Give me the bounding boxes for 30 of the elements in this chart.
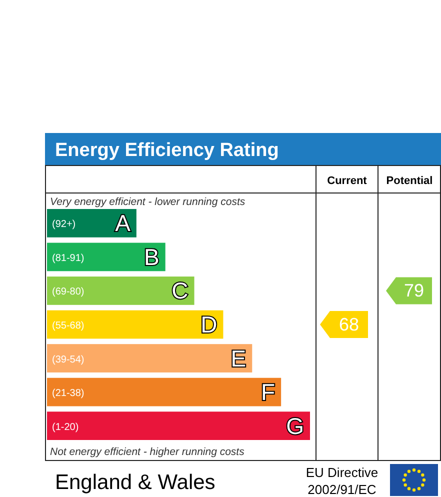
text: England & Wales xyxy=(55,471,216,494)
y-tick-label: A xyxy=(115,210,132,236)
annotation: Very energy efficient - lower running costs xyxy=(50,196,246,208)
annotation: (21-38) xyxy=(52,388,84,400)
text: Potential xyxy=(386,175,433,187)
y-tick-label: D xyxy=(200,312,218,338)
annotation: (69-80) xyxy=(52,286,84,298)
annotation: (92+) xyxy=(52,219,76,230)
text: 68 xyxy=(338,314,360,334)
text: Current xyxy=(327,175,368,187)
y-tick-label: G xyxy=(286,412,304,439)
annotation: (81-91) xyxy=(52,252,84,264)
annotation: (55-68) xyxy=(52,320,84,332)
chart-title: Energy Efficiency Rating xyxy=(55,140,279,161)
y-tick-label: E xyxy=(230,345,246,372)
text: 79 xyxy=(404,280,424,301)
text: Not energy efficient - higher running costs xyxy=(50,446,246,458)
text: EU Directive xyxy=(306,465,378,480)
bar xyxy=(47,344,252,372)
bar xyxy=(47,412,310,440)
bar xyxy=(47,209,136,238)
y-tick-label: F xyxy=(261,379,276,406)
annotation: (39-54) xyxy=(52,354,84,366)
bar xyxy=(47,378,282,406)
bar xyxy=(47,276,194,305)
bar xyxy=(47,310,224,339)
annotation: (1-20) xyxy=(52,422,79,433)
y-tick-label: B xyxy=(144,244,160,270)
y-tick-label: C xyxy=(172,278,188,304)
text: 2002/91/EC xyxy=(308,482,376,497)
